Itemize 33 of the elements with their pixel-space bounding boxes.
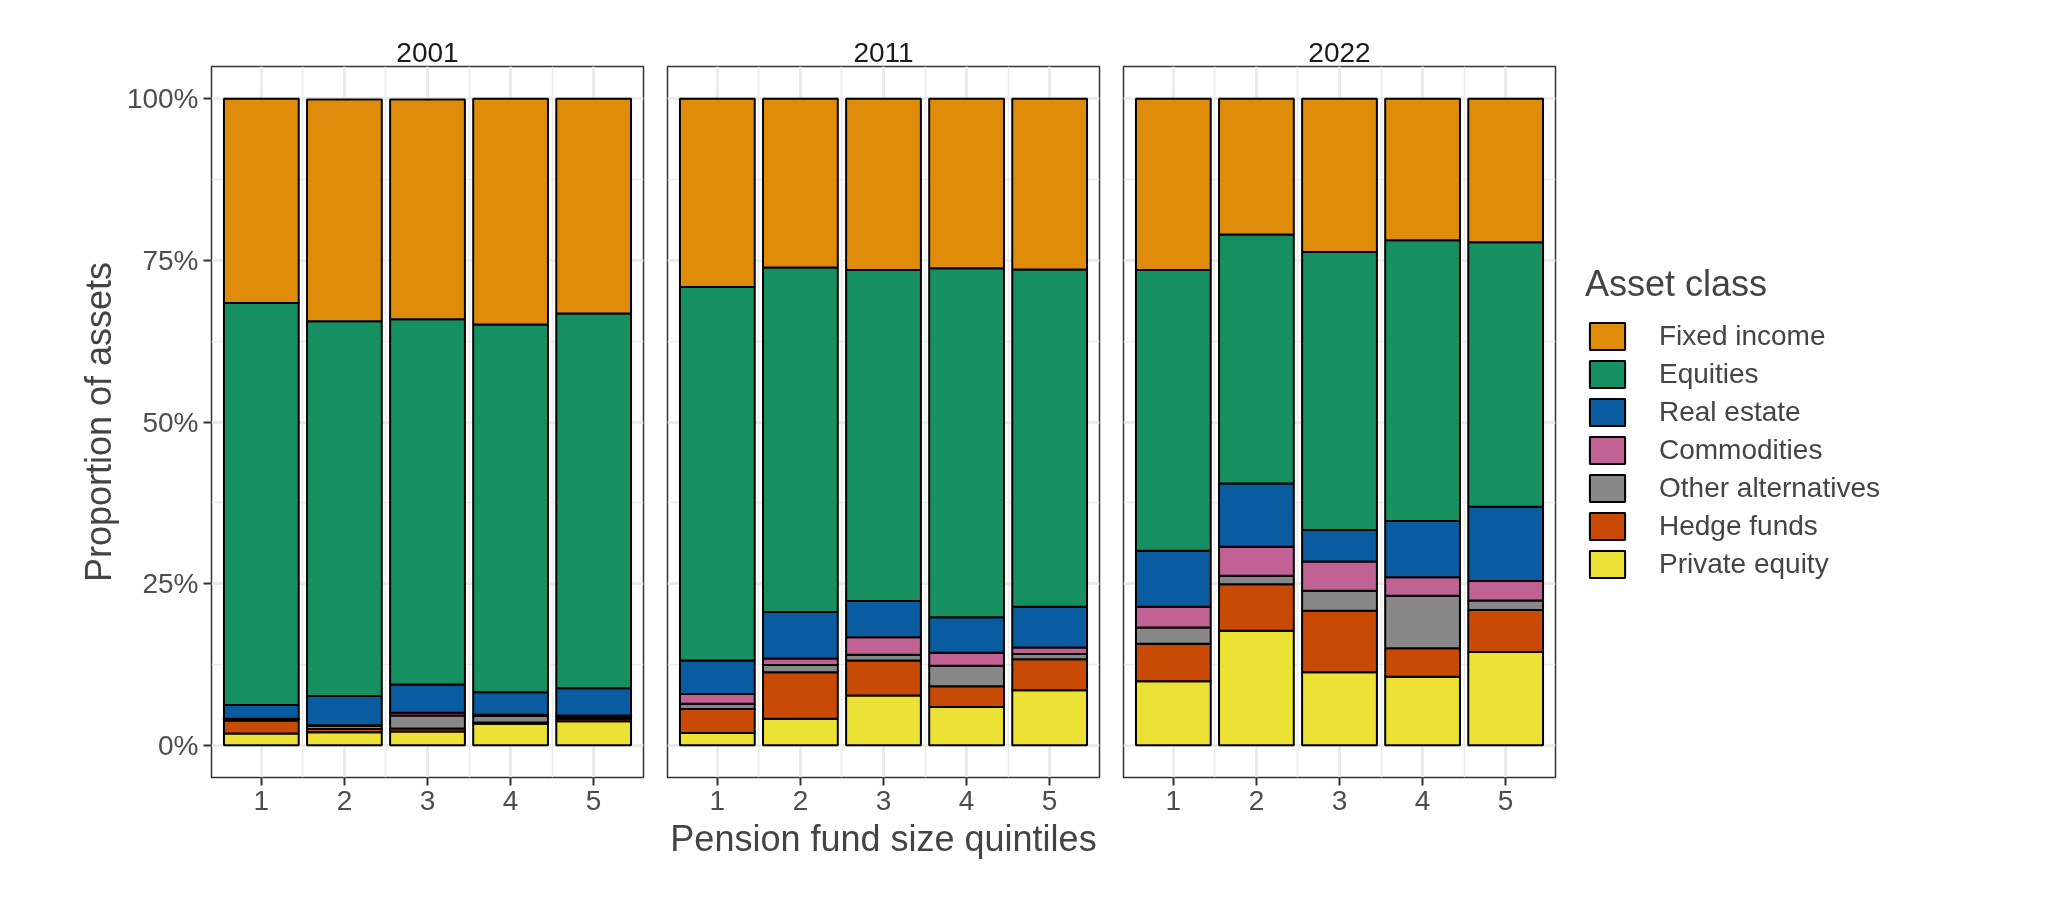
legend-label: Private equity	[1659, 547, 1829, 580]
y-tick-label: 0%	[158, 729, 199, 761]
x-tick-label: 4	[502, 784, 519, 816]
x-tick-label: 1	[253, 784, 270, 816]
x-tick-label: 5	[1041, 784, 1058, 816]
y-axis-title: Proportion of assets	[77, 261, 119, 583]
x-tick-label: 1	[1165, 784, 1182, 816]
legend-label: Fixed income	[1659, 319, 1826, 352]
x-tick-label: 4	[1414, 784, 1431, 816]
y-tick-label: 75%	[142, 244, 199, 276]
legend-label: Equities	[1659, 357, 1759, 390]
chart-title: 2001	[396, 36, 459, 68]
x-tick-label: 2	[792, 784, 809, 816]
x-tick-label: 5	[585, 784, 602, 816]
x-tick-label: 2	[336, 784, 353, 816]
legend-label: Commodities	[1659, 433, 1823, 466]
x-tick-label: 4	[958, 784, 975, 816]
x-tick-label: 3	[419, 784, 436, 816]
x-tick-label: 3	[875, 784, 892, 816]
y-tick-label: 100%	[126, 83, 199, 115]
x-tick-label: 5	[1497, 784, 1514, 816]
x-tick-label: 1	[709, 784, 726, 816]
x-axis-title: Pension fund size quintiles	[670, 817, 1097, 859]
x-tick-label: 3	[1331, 784, 1348, 816]
chart-title: 2022	[1308, 36, 1371, 68]
x-tick-label: 2	[1248, 784, 1265, 816]
y-tick-label: 25%	[142, 568, 199, 600]
legend-title: Asset class	[1585, 262, 1769, 305]
y-tick-label: 50%	[142, 406, 199, 438]
legend-label: Other alternatives	[1659, 471, 1880, 504]
legend-label: Hedge funds	[1659, 509, 1818, 542]
legend-label: Real estate	[1659, 395, 1801, 428]
chart-title: 2011	[853, 36, 914, 68]
